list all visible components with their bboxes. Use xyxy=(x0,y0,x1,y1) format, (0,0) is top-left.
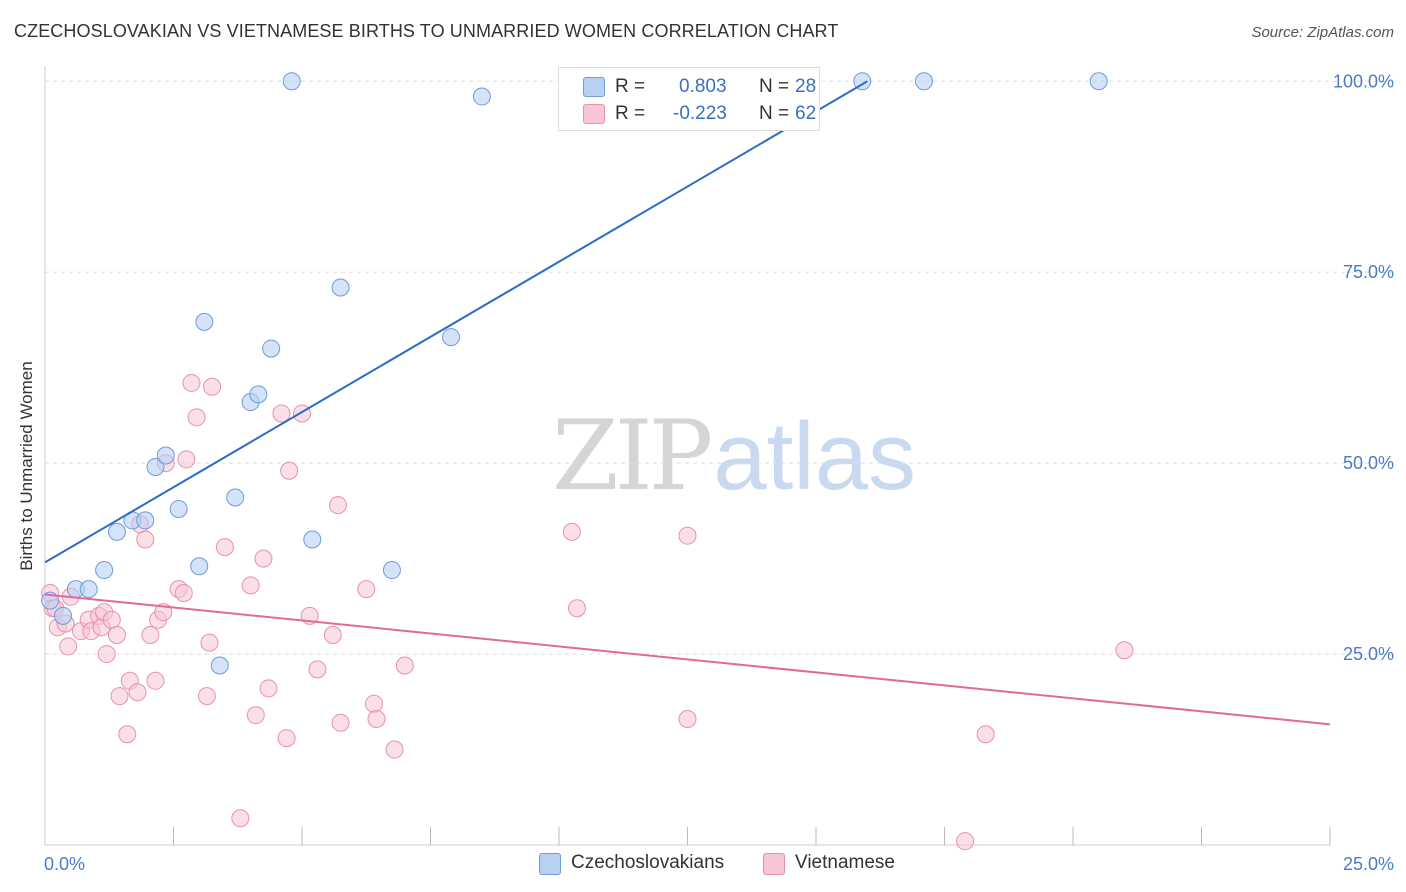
vietnamese-point xyxy=(141,625,160,644)
x-tick-label: 25.0% xyxy=(1343,854,1394,874)
vietnamese-point xyxy=(259,679,278,698)
czechoslovakian-point xyxy=(169,499,188,518)
czechoslovakian-point xyxy=(442,328,461,347)
vietnamese-point xyxy=(241,576,260,595)
vietnamese-point xyxy=(174,583,193,602)
czechoslovakian-point xyxy=(331,278,350,297)
bottom-legend-label: Czechoslovakians xyxy=(571,852,725,873)
y-tick-label: 100.0% xyxy=(1333,71,1394,91)
czechoslovakian-point xyxy=(382,561,401,580)
vietnamese-point xyxy=(177,450,196,469)
vietnamese-point xyxy=(187,408,206,427)
chart-title: CZECHOSLOVAKIAN VS VIETNAMESE BIRTHS TO … xyxy=(14,21,839,41)
vietnamese-point xyxy=(357,580,376,599)
y-tick-label: 50.0% xyxy=(1343,453,1394,473)
bottom-legend-swatch-pink xyxy=(763,853,785,875)
czechoslovakian-point xyxy=(226,488,245,507)
vietnamese-point xyxy=(110,687,129,706)
vietnamese-point xyxy=(364,694,383,713)
legend-swatch-pink xyxy=(583,104,605,124)
czechoslovakian-point xyxy=(190,557,209,576)
vietnamese-point xyxy=(280,461,299,480)
vietnamese-point xyxy=(102,610,121,629)
legend-n-value: 62 xyxy=(795,103,817,124)
x-tick-label: 0.0% xyxy=(44,854,85,874)
vietnamese-point xyxy=(367,709,386,728)
y-tick-label: 25.0% xyxy=(1343,644,1394,664)
vietnamese-point xyxy=(197,687,216,706)
vietnamese-point xyxy=(146,671,165,690)
legend-n-value: 28 xyxy=(795,76,817,97)
czechoslovakian-point xyxy=(79,580,98,599)
czechoslovakian-point xyxy=(95,561,114,580)
czechoslovakian-point xyxy=(914,72,933,91)
vietnamese-point xyxy=(956,832,975,851)
chart-source: Source: ZipAtlas.com xyxy=(1251,24,1394,41)
vietnamese-point xyxy=(107,625,126,644)
czechoslovakian-point xyxy=(282,72,301,91)
czechoslovakian-point xyxy=(136,511,155,530)
legend-r-value: 0.803 xyxy=(679,76,727,97)
vietnamese-point xyxy=(678,709,697,728)
vietnamese-point xyxy=(203,377,222,396)
vietnamese-point xyxy=(567,599,586,618)
vietnamese-point xyxy=(976,725,995,744)
legend-n-label: N = xyxy=(759,76,790,97)
vietnamese-point xyxy=(331,713,350,732)
watermark: ZIPatlas xyxy=(552,400,916,512)
vietnamese-point xyxy=(277,729,296,748)
czechoslovakian-point xyxy=(53,606,72,625)
y-tick-label: 75.0% xyxy=(1343,262,1394,282)
bottom-legend-label: Vietnamese xyxy=(795,852,895,873)
watermark-zip: ZIP xyxy=(552,400,713,512)
vietnamese-point xyxy=(308,660,327,679)
legend-r-label: R = xyxy=(615,76,646,97)
czechoslovakian-point xyxy=(303,530,322,549)
vietnamese-point xyxy=(395,656,414,675)
watermark-atlas: atlas xyxy=(713,403,916,510)
czechoslovakian-point xyxy=(146,457,165,476)
vietnamese-point xyxy=(136,530,155,549)
czechoslovakian-point xyxy=(262,339,281,358)
czechoslovakian-point xyxy=(853,72,872,91)
vietnamese-point xyxy=(562,522,581,541)
vietnamese-point xyxy=(678,526,697,545)
czechoslovakian-point xyxy=(195,312,214,331)
czechoslovakian-point xyxy=(156,446,175,465)
vietnamese-point xyxy=(1115,641,1134,660)
legend-swatch-blue xyxy=(583,77,605,97)
bottom-legend-swatch-blue xyxy=(539,853,561,875)
czechoslovakian-trend-line xyxy=(44,80,868,564)
legend-r-label: R = xyxy=(615,103,646,124)
vietnamese-point xyxy=(59,637,78,656)
y-axis-label: Births to Unmarried Women xyxy=(17,361,36,571)
vietnamese-trend-line xyxy=(44,593,1331,726)
vietnamese-point xyxy=(215,538,234,557)
correlation-legend: R = 0.803 N = 28 R = -0.223 N = 62 xyxy=(558,67,820,131)
vietnamese-point xyxy=(182,373,201,392)
vietnamese-point xyxy=(118,725,137,744)
vietnamese-point xyxy=(254,549,273,568)
vietnamese-point xyxy=(272,404,291,423)
czechoslovakian-point xyxy=(472,87,491,106)
legend-r-value: -0.223 xyxy=(673,103,727,124)
vietnamese-point xyxy=(323,625,342,644)
vietnamese-point xyxy=(231,809,250,828)
vietnamese-point xyxy=(246,706,265,725)
czechoslovakian-point xyxy=(107,522,126,541)
vietnamese-point xyxy=(97,645,116,664)
vietnamese-point xyxy=(200,633,219,652)
vietnamese-point xyxy=(328,496,347,515)
vietnamese-point xyxy=(128,683,147,702)
vietnamese-point xyxy=(385,740,404,759)
legend-n-label: N = xyxy=(759,103,790,124)
czechoslovakian-point xyxy=(249,385,268,404)
czechoslovakian-point xyxy=(210,656,229,675)
czechoslovakian-point xyxy=(1089,72,1108,91)
